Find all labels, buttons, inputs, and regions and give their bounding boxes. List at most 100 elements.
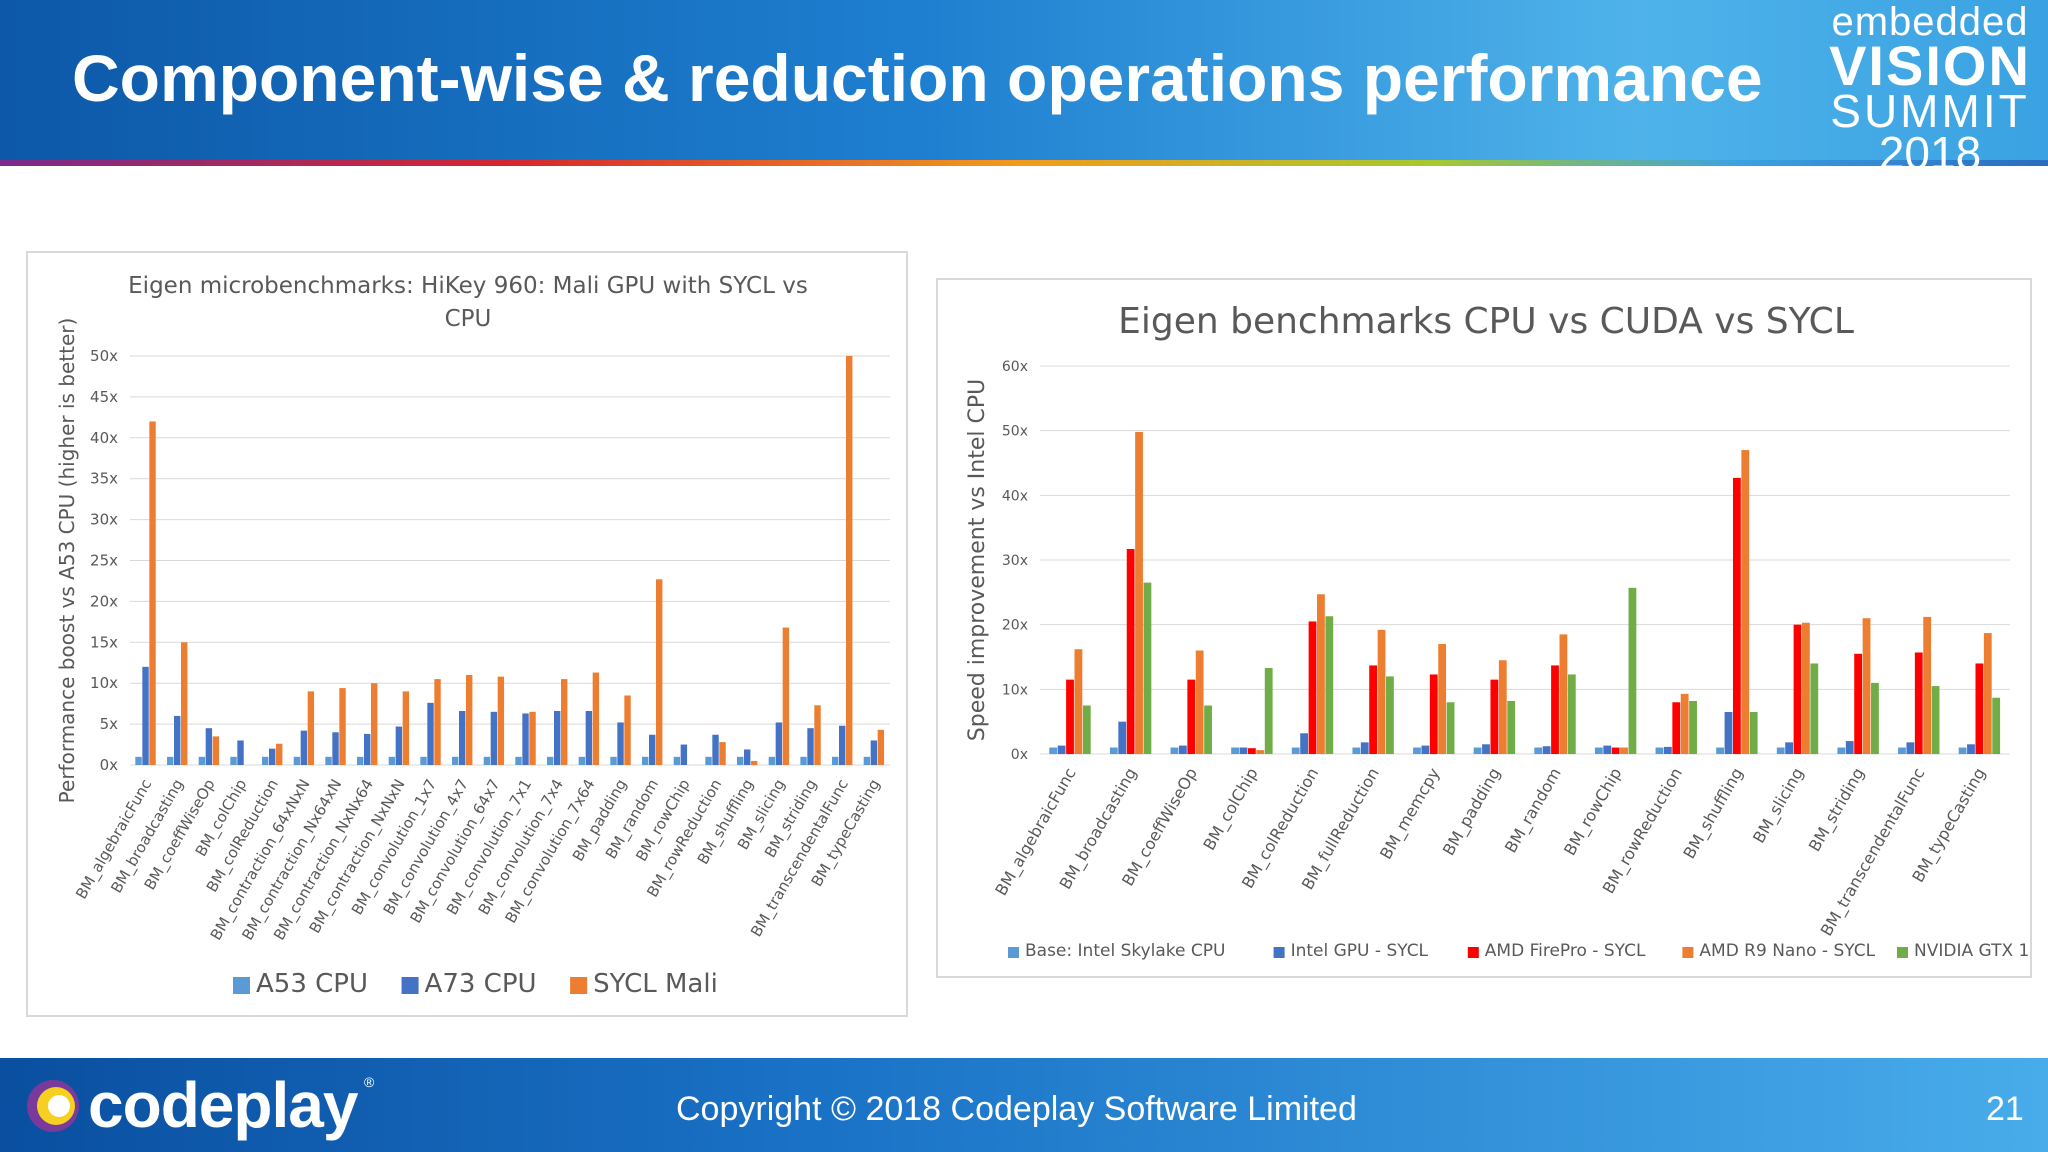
bar: [719, 742, 726, 765]
right-chart-panel: Eigen benchmarks CPU vs CUDA vs SYCL 0x 10…: [936, 278, 2048, 978]
legend-swatch: [1682, 947, 1694, 958]
bar: [293, 756, 301, 765]
bar: [1862, 618, 1871, 754]
legend-label: NVIDIA GTX 1060 - CUDA: [1914, 941, 2030, 961]
bar: [1594, 747, 1603, 754]
cpu-cuda-sycl-chart: Eigen benchmarks CPU vs CUDA vs SYCL 0x 10…: [965, 301, 2048, 961]
bar: [1369, 665, 1378, 754]
bar: [1732, 477, 1741, 754]
bar: [705, 756, 712, 765]
bar: [1109, 747, 1118, 754]
legend-swatch: [401, 977, 419, 994]
legend-label: A73 CPU: [425, 969, 537, 999]
bar: [1317, 594, 1325, 754]
bar: [1308, 621, 1317, 754]
bar: [1438, 644, 1447, 754]
bar: [1603, 745, 1612, 754]
x-tick-label: BM_colChip: [1199, 765, 1262, 854]
bar: [1785, 742, 1794, 754]
bar: [751, 760, 758, 765]
x-tick-label: BM_random: [1501, 765, 1566, 857]
bar: [768, 756, 776, 765]
bar: [656, 579, 663, 765]
bar: [578, 756, 586, 765]
bar: [1655, 747, 1664, 754]
bar: [237, 740, 244, 765]
bar: [807, 728, 814, 765]
bar: [1776, 747, 1785, 754]
bar: [1178, 745, 1187, 754]
bar: [1507, 700, 1516, 754]
y-tick-label: 30x: [1002, 553, 1028, 569]
bar: [466, 675, 473, 765]
bar: [395, 726, 403, 765]
chart-title: Eigen benchmarks CPU vs CUDA vs SYCL: [1118, 301, 1854, 342]
bar: [332, 732, 339, 765]
bar: [230, 756, 237, 765]
legend-label: SYCL Mali: [593, 969, 718, 999]
bar: [388, 756, 396, 765]
chart-title: CPU: [445, 306, 492, 332]
bar: [642, 756, 649, 765]
bar: [1143, 582, 1152, 754]
bar: [1325, 616, 1334, 754]
y-tick-label: 0x: [100, 756, 119, 774]
bar: [1170, 747, 1179, 754]
bar: [610, 756, 617, 765]
bar: [649, 734, 656, 765]
bar: [402, 691, 410, 765]
bar: [1126, 549, 1135, 754]
bar: [434, 679, 441, 765]
y-tick-label: 40x: [90, 429, 118, 447]
bar: [1923, 616, 1932, 754]
y-tick-label: 25x: [90, 552, 118, 570]
x-tick-label: BM_memcpy: [1376, 765, 1444, 864]
bar: [624, 695, 631, 765]
bar: [1187, 679, 1196, 754]
bar: [1135, 431, 1143, 754]
bar: [1680, 693, 1689, 754]
legend-swatch: [1467, 947, 1479, 958]
bar: [1300, 733, 1309, 754]
y-tick-label: 50x: [90, 347, 118, 365]
bar: [832, 756, 839, 765]
bar: [1429, 674, 1438, 754]
bar: [1049, 747, 1058, 754]
bar: [427, 702, 434, 765]
bar: [515, 756, 522, 765]
y-tick-label: 20x: [90, 592, 118, 610]
bar: [1551, 665, 1559, 754]
bar: [1871, 682, 1879, 754]
bar: [276, 743, 283, 765]
bar: [1854, 653, 1863, 754]
bar: [1620, 747, 1628, 754]
bar: [357, 756, 364, 765]
bar: [1663, 746, 1672, 754]
legend-label: Intel GPU - SYCL: [1291, 941, 1429, 961]
bar: [497, 676, 505, 765]
legend-swatch: [570, 977, 588, 994]
bar: [212, 736, 220, 765]
legend-label: AMD FirePro - SYCL: [1485, 941, 1646, 961]
bar: [262, 756, 269, 765]
y-tick-label: 45x: [90, 388, 118, 406]
bar: [1264, 667, 1273, 754]
y-tick-label: 35x: [90, 470, 118, 488]
y-axis-label: Performance boost vs A53 CPU (higher is …: [55, 318, 79, 804]
bar: [1975, 663, 1984, 754]
bar: [483, 756, 491, 765]
bar: [1542, 746, 1551, 754]
bar: [142, 666, 149, 765]
x-tick-label: BM_shuffling: [1679, 765, 1747, 863]
bar: [1118, 721, 1127, 754]
x-tick-label: BM_padding: [1439, 765, 1505, 860]
bar: [800, 756, 807, 765]
bar: [1992, 697, 2001, 754]
bar: [1810, 663, 1819, 754]
slide-title: Component-wise & reduction operations pe…: [72, 41, 1763, 115]
bar: [814, 705, 821, 765]
bar: [1628, 587, 1637, 754]
bar: [744, 749, 751, 765]
bar: [459, 711, 466, 765]
bar: [547, 756, 554, 765]
